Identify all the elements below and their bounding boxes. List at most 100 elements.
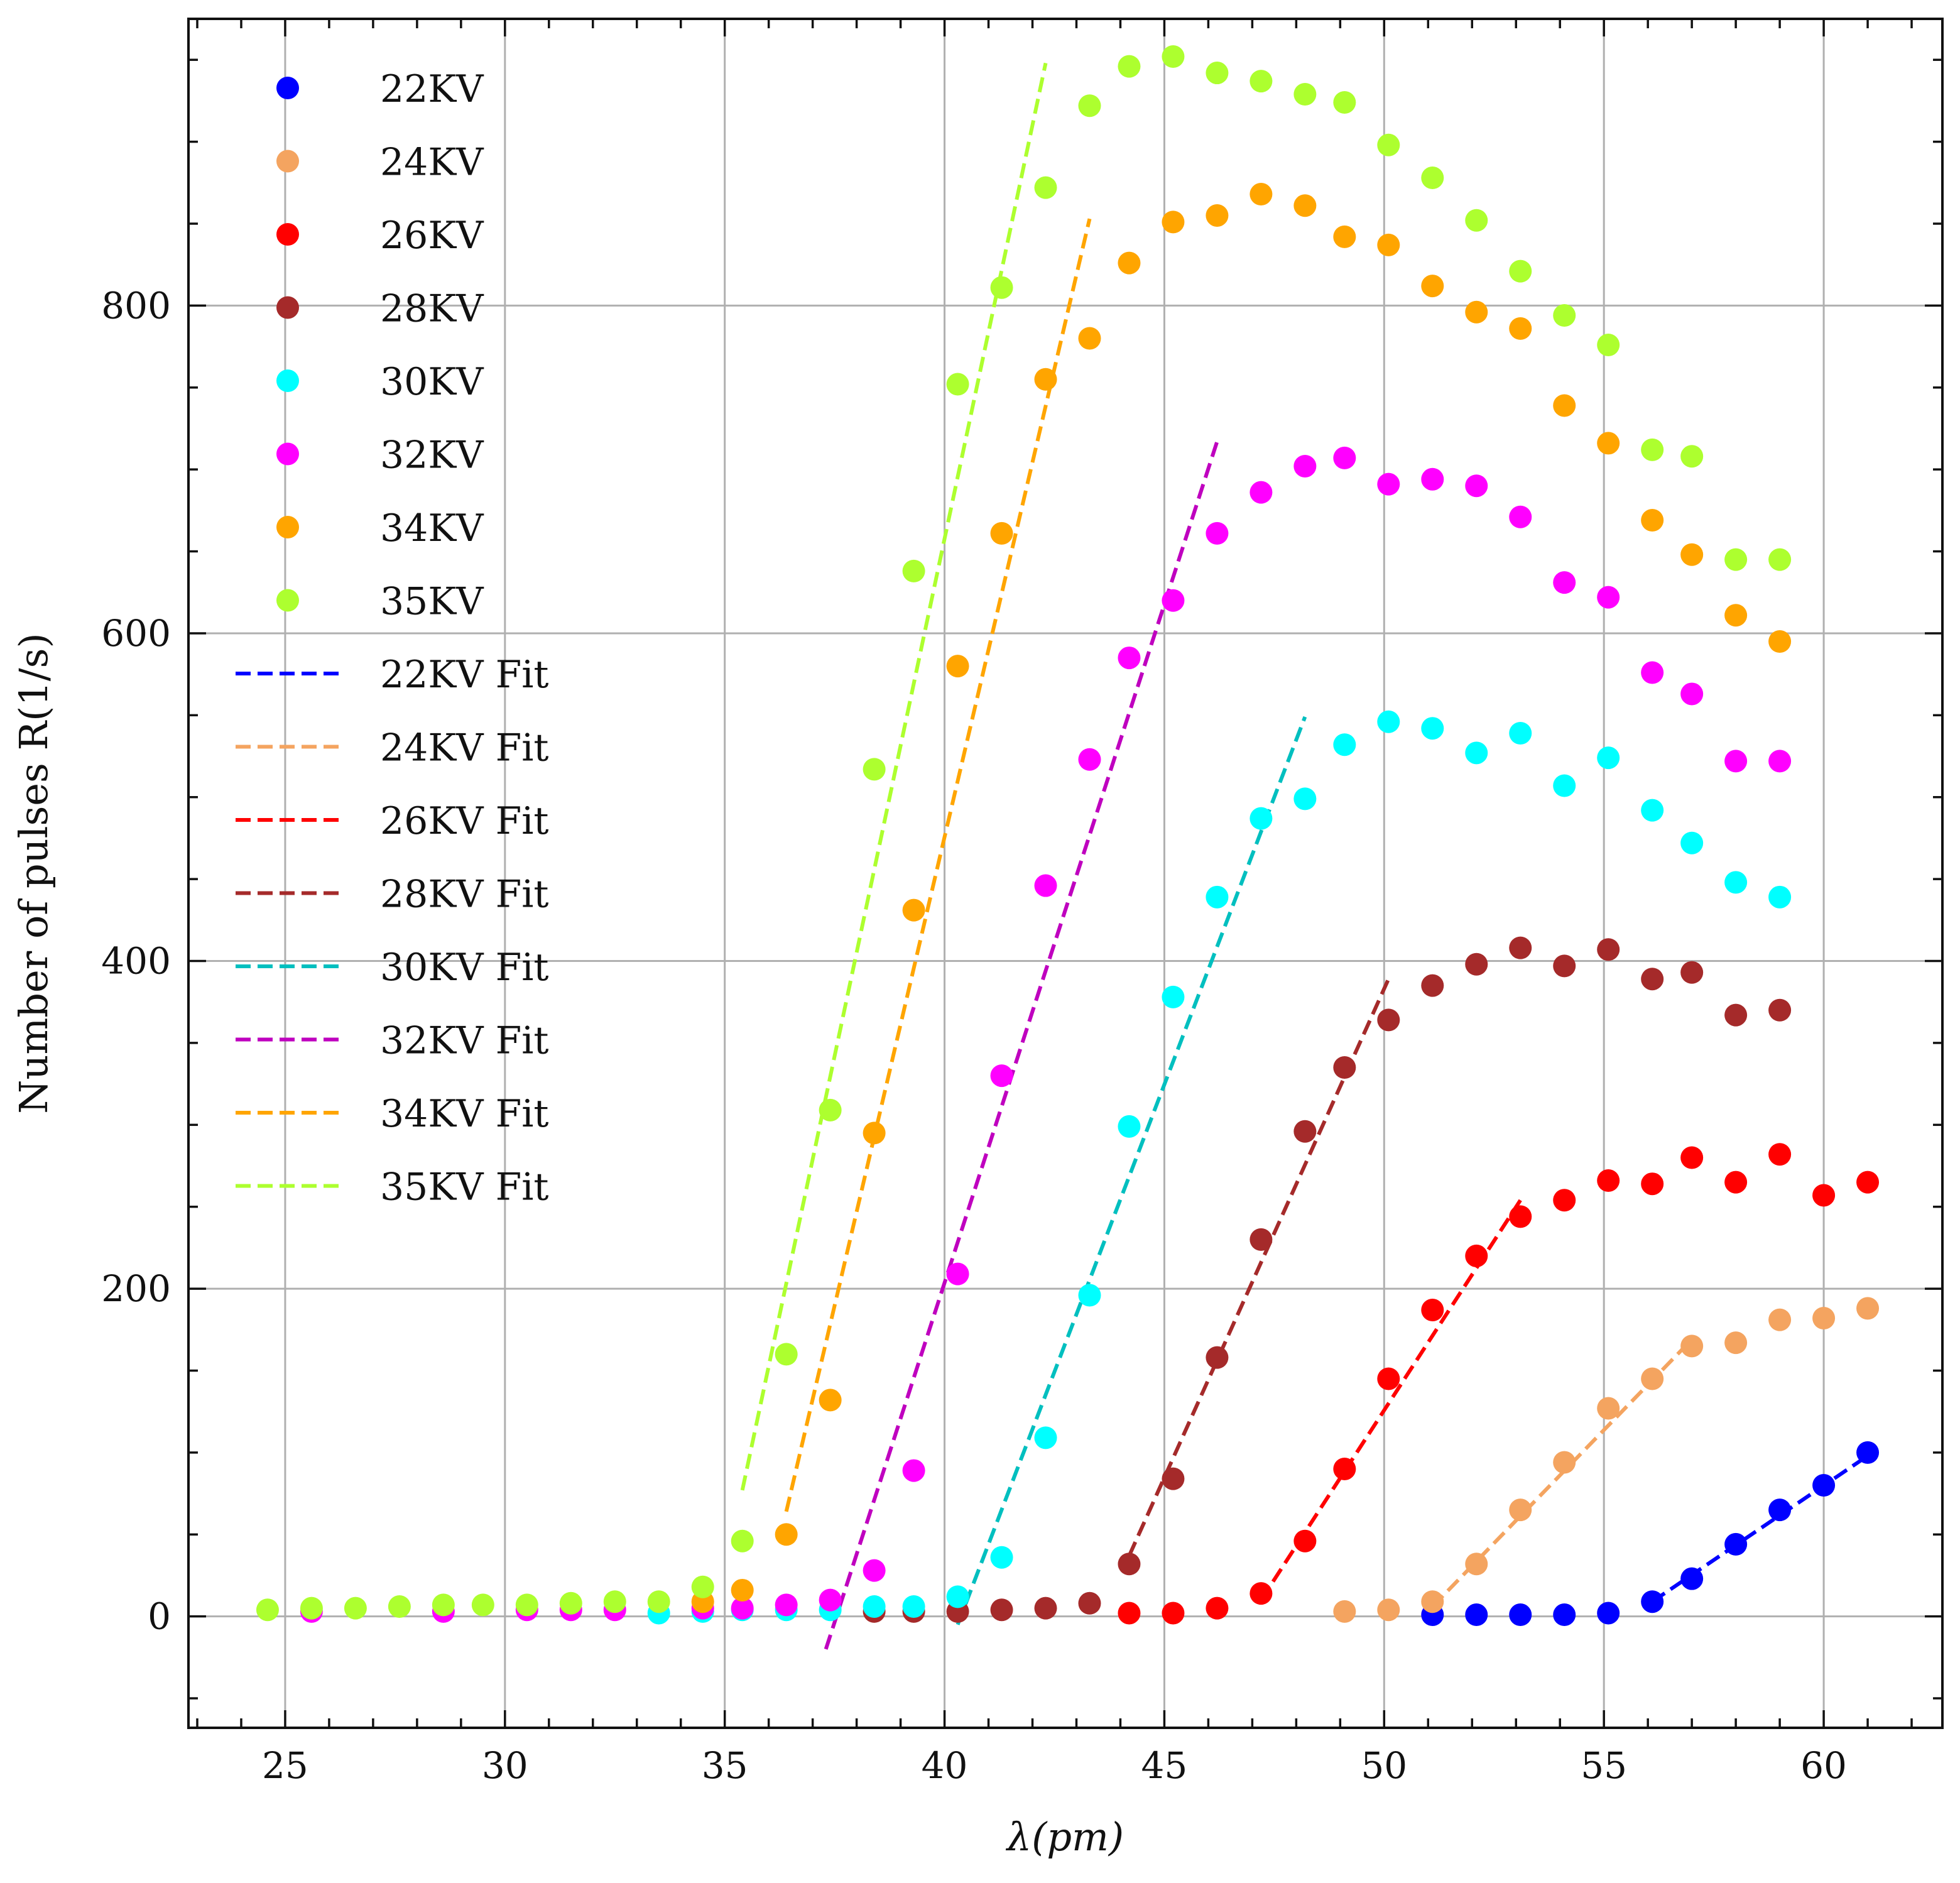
legend-label: 34KV Fit — [380, 1092, 549, 1136]
data-point — [1768, 548, 1792, 571]
data-point — [863, 1595, 886, 1618]
data-point — [902, 1459, 925, 1482]
data-point — [902, 898, 925, 922]
legend-label: 24KV Fit — [380, 726, 549, 770]
series-points — [1333, 1297, 1880, 1623]
data-point — [1118, 1553, 1141, 1576]
data-point — [1553, 1451, 1576, 1474]
series-points — [863, 936, 1792, 1623]
data-point — [1509, 317, 1532, 340]
legend-label: 26KV Fit — [380, 799, 549, 843]
data-point — [946, 373, 969, 396]
axis-ticks — [188, 19, 1942, 1728]
legend-label: 34KV — [380, 506, 484, 550]
data-point — [1034, 1596, 1057, 1620]
legend-label: 22KV — [380, 67, 484, 111]
data-point — [1078, 1591, 1101, 1615]
data-point — [1034, 874, 1057, 897]
data-point — [1553, 571, 1576, 594]
y-tick-label: 0 — [148, 1595, 171, 1638]
data-point — [1078, 327, 1101, 350]
data-point — [1377, 1008, 1400, 1032]
data-point — [1680, 1146, 1704, 1169]
data-point — [1465, 1603, 1488, 1627]
data-point — [1724, 548, 1748, 571]
legend-label: 28KV — [380, 287, 484, 331]
data-point — [1333, 446, 1356, 469]
data-point — [1812, 1184, 1836, 1207]
data-point — [1162, 1467, 1185, 1490]
data-point — [1465, 952, 1488, 976]
data-point — [1162, 589, 1185, 612]
data-point — [1724, 871, 1748, 894]
data-point — [1162, 1602, 1185, 1625]
data-point — [1768, 1143, 1792, 1166]
series-points — [1421, 1441, 1880, 1627]
data-point — [1333, 1600, 1356, 1623]
data-point — [1118, 1115, 1141, 1138]
data-point — [990, 276, 1013, 299]
data-point — [1597, 938, 1620, 961]
plot-frame — [187, 18, 1944, 1729]
data-point — [1250, 70, 1273, 93]
data-point — [1377, 472, 1400, 496]
data-point — [1293, 787, 1317, 811]
data-point — [775, 1523, 798, 1546]
data-point — [647, 1590, 670, 1613]
data-point — [1034, 1426, 1057, 1449]
data-point — [1812, 1307, 1836, 1330]
data-point — [1465, 1553, 1488, 1576]
data-point — [1509, 1603, 1532, 1627]
data-point — [1377, 233, 1400, 256]
data-point — [1250, 481, 1273, 504]
legend-label: 22KV Fit — [380, 653, 549, 697]
data-point — [1162, 210, 1185, 234]
data-point — [1509, 1205, 1532, 1228]
data-point — [1724, 750, 1748, 773]
data-point — [1641, 1172, 1664, 1196]
data-point — [1377, 133, 1400, 156]
data-point — [1078, 748, 1101, 771]
data-point — [515, 1593, 538, 1617]
data-point — [1377, 710, 1400, 733]
data-point — [863, 758, 886, 781]
data-point — [1856, 1171, 1880, 1194]
data-point — [1680, 445, 1704, 468]
data-point — [819, 1588, 842, 1612]
data-point — [1421, 717, 1444, 740]
data-point — [1250, 807, 1273, 830]
data-point — [1162, 45, 1185, 68]
data-point — [1250, 1228, 1273, 1251]
data-point — [1206, 62, 1229, 85]
data-point — [1465, 741, 1488, 765]
data-point — [1333, 1457, 1356, 1480]
data-point — [1118, 251, 1141, 275]
data-point — [1680, 961, 1704, 984]
data-point — [1377, 1598, 1400, 1622]
data-point — [731, 1578, 754, 1602]
data-point — [1812, 1474, 1836, 1497]
data-point — [1641, 968, 1664, 991]
legend-marker — [276, 589, 299, 612]
legend-marker — [276, 296, 299, 319]
data-point — [1680, 1567, 1704, 1590]
data-point — [1597, 1169, 1620, 1192]
legend-label: 32KV Fit — [380, 1019, 549, 1063]
data-point — [1509, 259, 1532, 283]
legend-marker — [276, 223, 299, 246]
data-point — [1509, 936, 1532, 959]
legend-label: 28KV Fit — [380, 873, 549, 917]
data-point — [1293, 454, 1317, 478]
data-point — [388, 1595, 411, 1618]
data-point — [1333, 91, 1356, 114]
legend-label: 35KV — [380, 580, 484, 624]
legend-label: 24KV — [380, 141, 484, 185]
data-point — [1465, 474, 1488, 498]
y-axis-label: Number of pulses R(1/s) — [11, 633, 57, 1113]
grid-lines — [188, 19, 1942, 1728]
data-point — [902, 559, 925, 582]
data-point — [1206, 1346, 1229, 1369]
data-point — [1553, 304, 1576, 327]
x-tick-label: 25 — [262, 1744, 308, 1787]
